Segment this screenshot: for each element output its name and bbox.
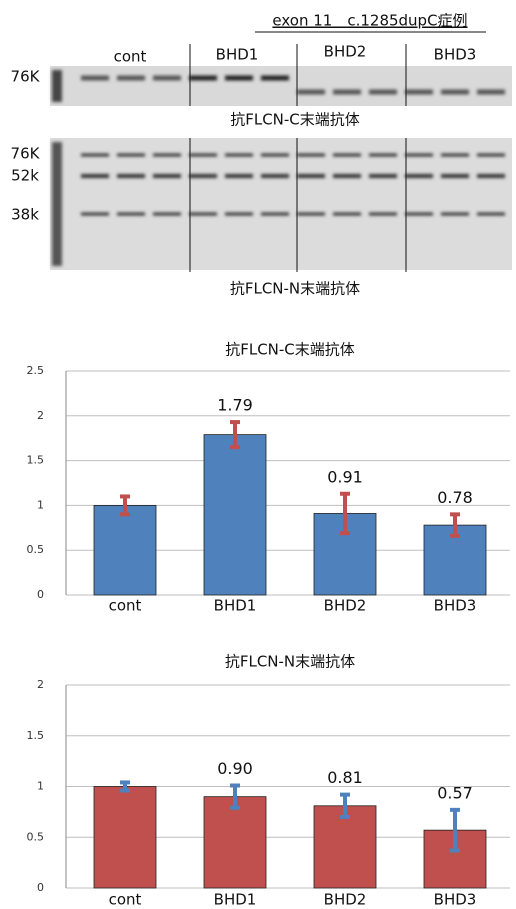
chart-title: 抗FLCN-N末端抗体 xyxy=(225,653,355,671)
blot-band xyxy=(117,76,145,81)
blot-band xyxy=(297,213,325,216)
blot-band xyxy=(117,213,145,216)
bar xyxy=(94,787,156,889)
x-tick-label: cont xyxy=(109,891,142,909)
blot-band xyxy=(297,90,325,95)
blot-band xyxy=(297,174,325,178)
blot-band xyxy=(225,154,253,157)
blot-band xyxy=(189,213,217,216)
blot-band xyxy=(81,154,109,157)
y-tick-label: 2.5 xyxy=(27,364,45,377)
y-tick-label: 0.5 xyxy=(27,543,45,556)
lane-group-label: BHD2 xyxy=(324,43,367,61)
blot-band xyxy=(153,76,181,81)
size-marker: 76K xyxy=(11,68,41,86)
bar xyxy=(204,435,266,595)
blot-band xyxy=(153,174,181,178)
blot-band xyxy=(225,213,253,216)
blot-caption: 抗FLCN-N末端抗体 xyxy=(230,280,360,298)
x-tick-label: BHD2 xyxy=(324,597,367,615)
y-tick-label: 0 xyxy=(37,881,44,894)
x-tick-label: BHD3 xyxy=(434,597,477,615)
blot-band xyxy=(369,213,397,216)
size-marker: 76K xyxy=(11,145,41,163)
figure: exon 11 c.1285dupC症例 cont BHD1 BHD2 BHD3 76K… xyxy=(0,0,516,909)
blot-band xyxy=(405,213,433,216)
blot-band xyxy=(369,90,397,95)
blot-band xyxy=(477,90,505,95)
x-tick-label: cont xyxy=(109,597,142,615)
blot-title: exon 11 c.1285dupC症例 xyxy=(272,12,467,30)
blot-band xyxy=(225,174,253,178)
blot-band xyxy=(441,174,469,178)
value-label: 1.79 xyxy=(217,396,253,415)
y-tick-label: 1 xyxy=(37,498,44,511)
blot-band xyxy=(117,154,145,157)
blot-band xyxy=(441,154,469,157)
value-label: 0.78 xyxy=(437,488,473,507)
blot-band xyxy=(441,90,469,95)
value-label: 0.57 xyxy=(437,783,473,802)
y-tick-label: 2 xyxy=(37,409,44,422)
bar xyxy=(204,797,266,888)
blot-band xyxy=(261,174,289,178)
y-tick-label: 2 xyxy=(37,678,44,691)
blot-band xyxy=(117,174,145,178)
blot-band xyxy=(225,76,253,81)
value-label: 0.90 xyxy=(217,759,253,778)
x-tick-label: BHD1 xyxy=(214,597,257,615)
lane-group-label: cont xyxy=(114,48,147,66)
ladder xyxy=(52,142,62,266)
x-tick-label: BHD2 xyxy=(324,891,367,909)
value-label: 0.91 xyxy=(327,467,363,486)
blot-band xyxy=(261,76,289,81)
lane-group-label: BHD1 xyxy=(216,46,259,64)
blot-band xyxy=(81,213,109,216)
x-tick-label: BHD3 xyxy=(434,891,477,909)
blot-band xyxy=(189,76,217,81)
blot-band xyxy=(81,76,109,81)
y-tick-label: 0.5 xyxy=(27,830,45,843)
y-tick-label: 1 xyxy=(37,780,44,793)
blot-band xyxy=(477,154,505,157)
ladder xyxy=(52,70,62,102)
blot-band xyxy=(333,154,361,157)
blot-band xyxy=(153,213,181,216)
value-label: 0.81 xyxy=(327,768,363,787)
blot-band xyxy=(297,154,325,157)
blot-band xyxy=(405,174,433,178)
blot-band xyxy=(189,154,217,157)
size-marker: 38k xyxy=(11,206,39,224)
blot-caption: 抗FLCN-C末端抗体 xyxy=(230,111,360,129)
y-tick-label: 1.5 xyxy=(27,729,45,742)
blot-band xyxy=(333,90,361,95)
size-marker: 52k xyxy=(11,167,39,185)
blot-band xyxy=(369,154,397,157)
blot-band xyxy=(153,154,181,157)
blot-band xyxy=(369,174,397,178)
blot-band xyxy=(261,213,289,216)
chart-title: 抗FLCN-C末端抗体 xyxy=(225,341,355,359)
blot-band xyxy=(261,154,289,157)
y-tick-label: 0 xyxy=(37,588,44,601)
lane-group-label: BHD3 xyxy=(434,46,477,64)
blot-band xyxy=(477,174,505,178)
blot-panel xyxy=(50,138,512,270)
blot-band xyxy=(405,90,433,95)
blot-band xyxy=(81,174,109,178)
blot-band xyxy=(441,213,469,216)
blot-band xyxy=(333,174,361,178)
blot-band xyxy=(477,213,505,216)
blot-panel xyxy=(50,66,512,106)
bar xyxy=(94,505,156,595)
x-tick-label: BHD1 xyxy=(214,891,257,909)
blot-band xyxy=(189,174,217,178)
blot-band xyxy=(405,154,433,157)
blot-band xyxy=(333,213,361,216)
y-tick-label: 1.5 xyxy=(27,454,45,467)
